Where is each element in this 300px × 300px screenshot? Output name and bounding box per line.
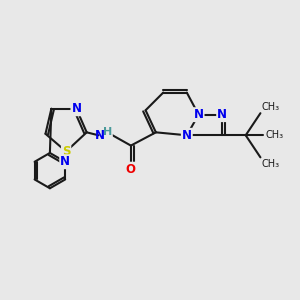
Text: CH₃: CH₃ [261, 102, 279, 112]
Text: N: N [217, 108, 227, 121]
Text: N: N [194, 108, 204, 121]
Text: N: N [60, 155, 70, 168]
Text: N: N [95, 129, 105, 142]
Text: N: N [71, 102, 81, 115]
Text: H: H [103, 127, 112, 137]
Text: CH₃: CH₃ [261, 159, 279, 169]
Text: CH₃: CH₃ [266, 130, 284, 140]
Text: S: S [62, 145, 70, 158]
Text: O: O [126, 163, 136, 176]
Text: N: N [182, 129, 192, 142]
